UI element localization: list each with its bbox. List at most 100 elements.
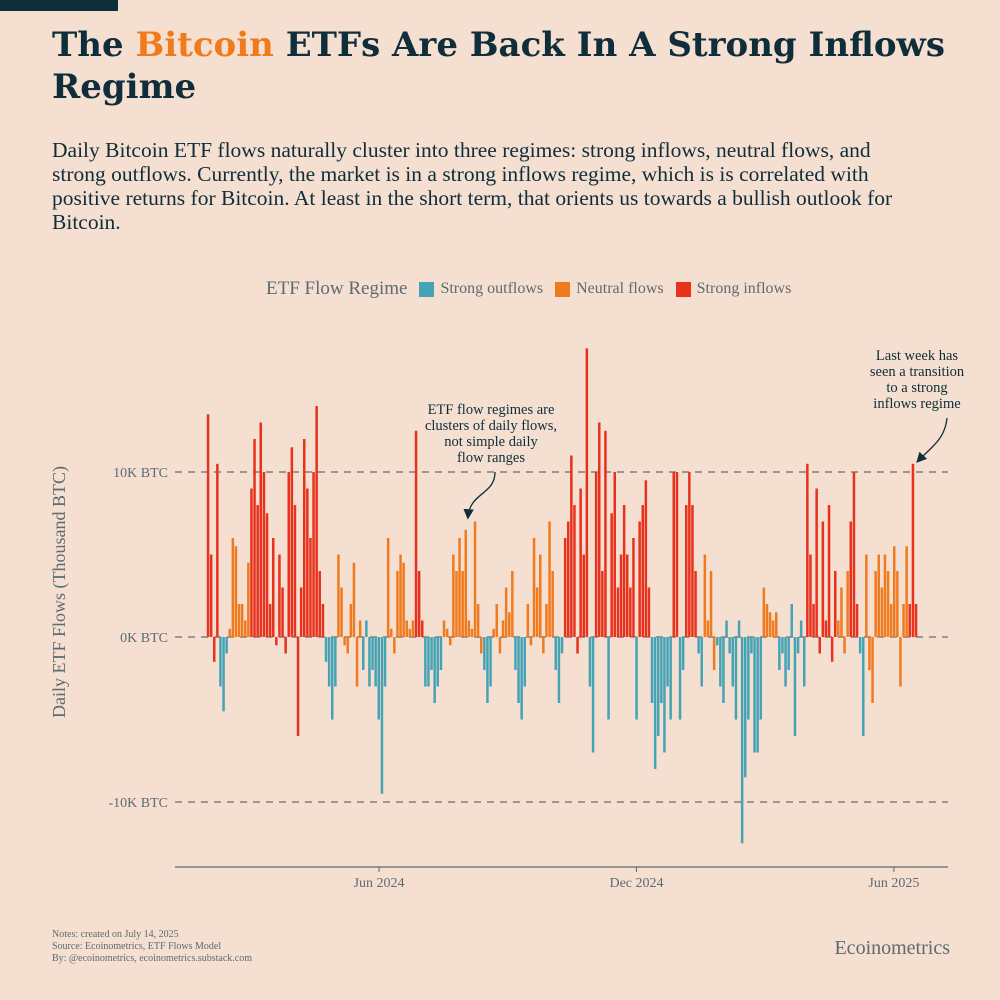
flow-bar [529, 637, 533, 646]
flow-bar [380, 637, 384, 794]
footer-notes: Notes: created on July 14, 2025 Source: E… [52, 929, 252, 964]
flow-bar [784, 637, 787, 687]
flow-bar [911, 463, 915, 638]
flow-bar [765, 604, 769, 637]
flow-bar [340, 587, 343, 637]
flow-bar [694, 571, 697, 637]
flow-bar [452, 554, 455, 637]
flow-bar [626, 554, 629, 637]
annotation-arrow [463, 471, 496, 520]
flow-bar [747, 637, 750, 720]
flow-bar [222, 637, 225, 712]
flow-bar [604, 430, 607, 638]
flow-bar [402, 562, 405, 638]
flow-bar [672, 472, 675, 637]
flow-bar [793, 637, 797, 736]
flow-bar [871, 637, 874, 703]
flow-bar [573, 505, 576, 637]
flow-bar [377, 637, 380, 720]
flow-bar [862, 637, 865, 736]
flow-bar [393, 637, 396, 654]
page-title: The Bitcoin ETFs Are Back In A Strong In… [52, 25, 945, 107]
flow-bar [563, 538, 567, 637]
flow-bar [591, 637, 595, 753]
flow-bar [840, 587, 843, 637]
flow-bar [244, 620, 247, 637]
flow-bar [719, 637, 722, 687]
flow-bar [272, 538, 275, 637]
flow-bar [486, 637, 489, 703]
flow-bar [548, 521, 551, 637]
flow-bar [734, 637, 738, 720]
flow-bar [331, 637, 334, 720]
flow-bar [306, 488, 309, 637]
flow-bar [343, 637, 346, 646]
flow-bar [495, 604, 498, 637]
flow-bar [442, 620, 446, 637]
flow-bar [731, 637, 734, 687]
flow-bar [697, 637, 700, 654]
flow-bar [234, 546, 238, 638]
flow-bar [716, 637, 719, 646]
annotation-transition: seen a transition [870, 364, 965, 380]
flow-bar [390, 628, 393, 638]
flow-bar [712, 637, 716, 670]
flow-bar [610, 513, 613, 638]
flow-bar [476, 604, 480, 637]
flow-bar [315, 406, 318, 637]
flow-bar [653, 637, 657, 769]
flow-bar [837, 620, 840, 637]
legend-title: ETF Flow Regime [266, 278, 408, 299]
flow-bar [542, 637, 545, 654]
flow-bar [818, 637, 821, 654]
flow-bar [445, 628, 449, 638]
flow-bar [706, 620, 710, 637]
flow-bar [219, 637, 222, 687]
flow-bar [799, 620, 803, 637]
flow-bar [771, 620, 775, 637]
flow-bar [877, 554, 880, 637]
flow-bar [358, 620, 362, 637]
flow-bar [582, 554, 585, 637]
flow-bar [480, 637, 483, 654]
flow-bar [213, 637, 216, 662]
flow-bar [309, 538, 312, 637]
flow-bar [362, 637, 365, 670]
flow-bar [908, 604, 911, 637]
flow-bar [594, 472, 598, 637]
flow-bar [240, 604, 244, 637]
flow-bar [253, 439, 256, 637]
flow-bar [405, 620, 408, 637]
flow-bar [464, 529, 467, 638]
flow-bar [560, 637, 564, 654]
flow-bar [607, 637, 610, 720]
flow-bar [815, 488, 818, 637]
flow-bar [781, 637, 784, 654]
flow-bar [641, 505, 644, 637]
flow-bar [470, 628, 474, 638]
flow-bar [511, 571, 514, 637]
flow-bar [703, 554, 707, 637]
flow-bar [458, 538, 461, 637]
x-tick-label: Jun 2025 [868, 876, 919, 891]
flow-bar [483, 637, 486, 670]
flow-bar [905, 546, 908, 638]
flow-bar [753, 637, 756, 753]
flow-bar [660, 637, 663, 703]
flow-bar [678, 637, 682, 720]
flow-bar [685, 505, 688, 637]
flow-bar [865, 554, 868, 637]
flow-bar [849, 521, 852, 637]
flow-bar [756, 637, 759, 753]
flow-bar [554, 637, 557, 670]
flow-bar [259, 422, 262, 637]
flow-bar [644, 480, 648, 638]
flow-bar [551, 571, 554, 637]
flow-bar [796, 637, 800, 654]
flow-bar [725, 620, 728, 637]
annotation-transition: Last week has [876, 348, 958, 364]
y-axis-label: Daily ETF Flows (Thousand BTC) [49, 466, 70, 718]
flow-bar [545, 604, 548, 637]
flow-bar [433, 637, 436, 703]
flow-bar [371, 637, 374, 670]
